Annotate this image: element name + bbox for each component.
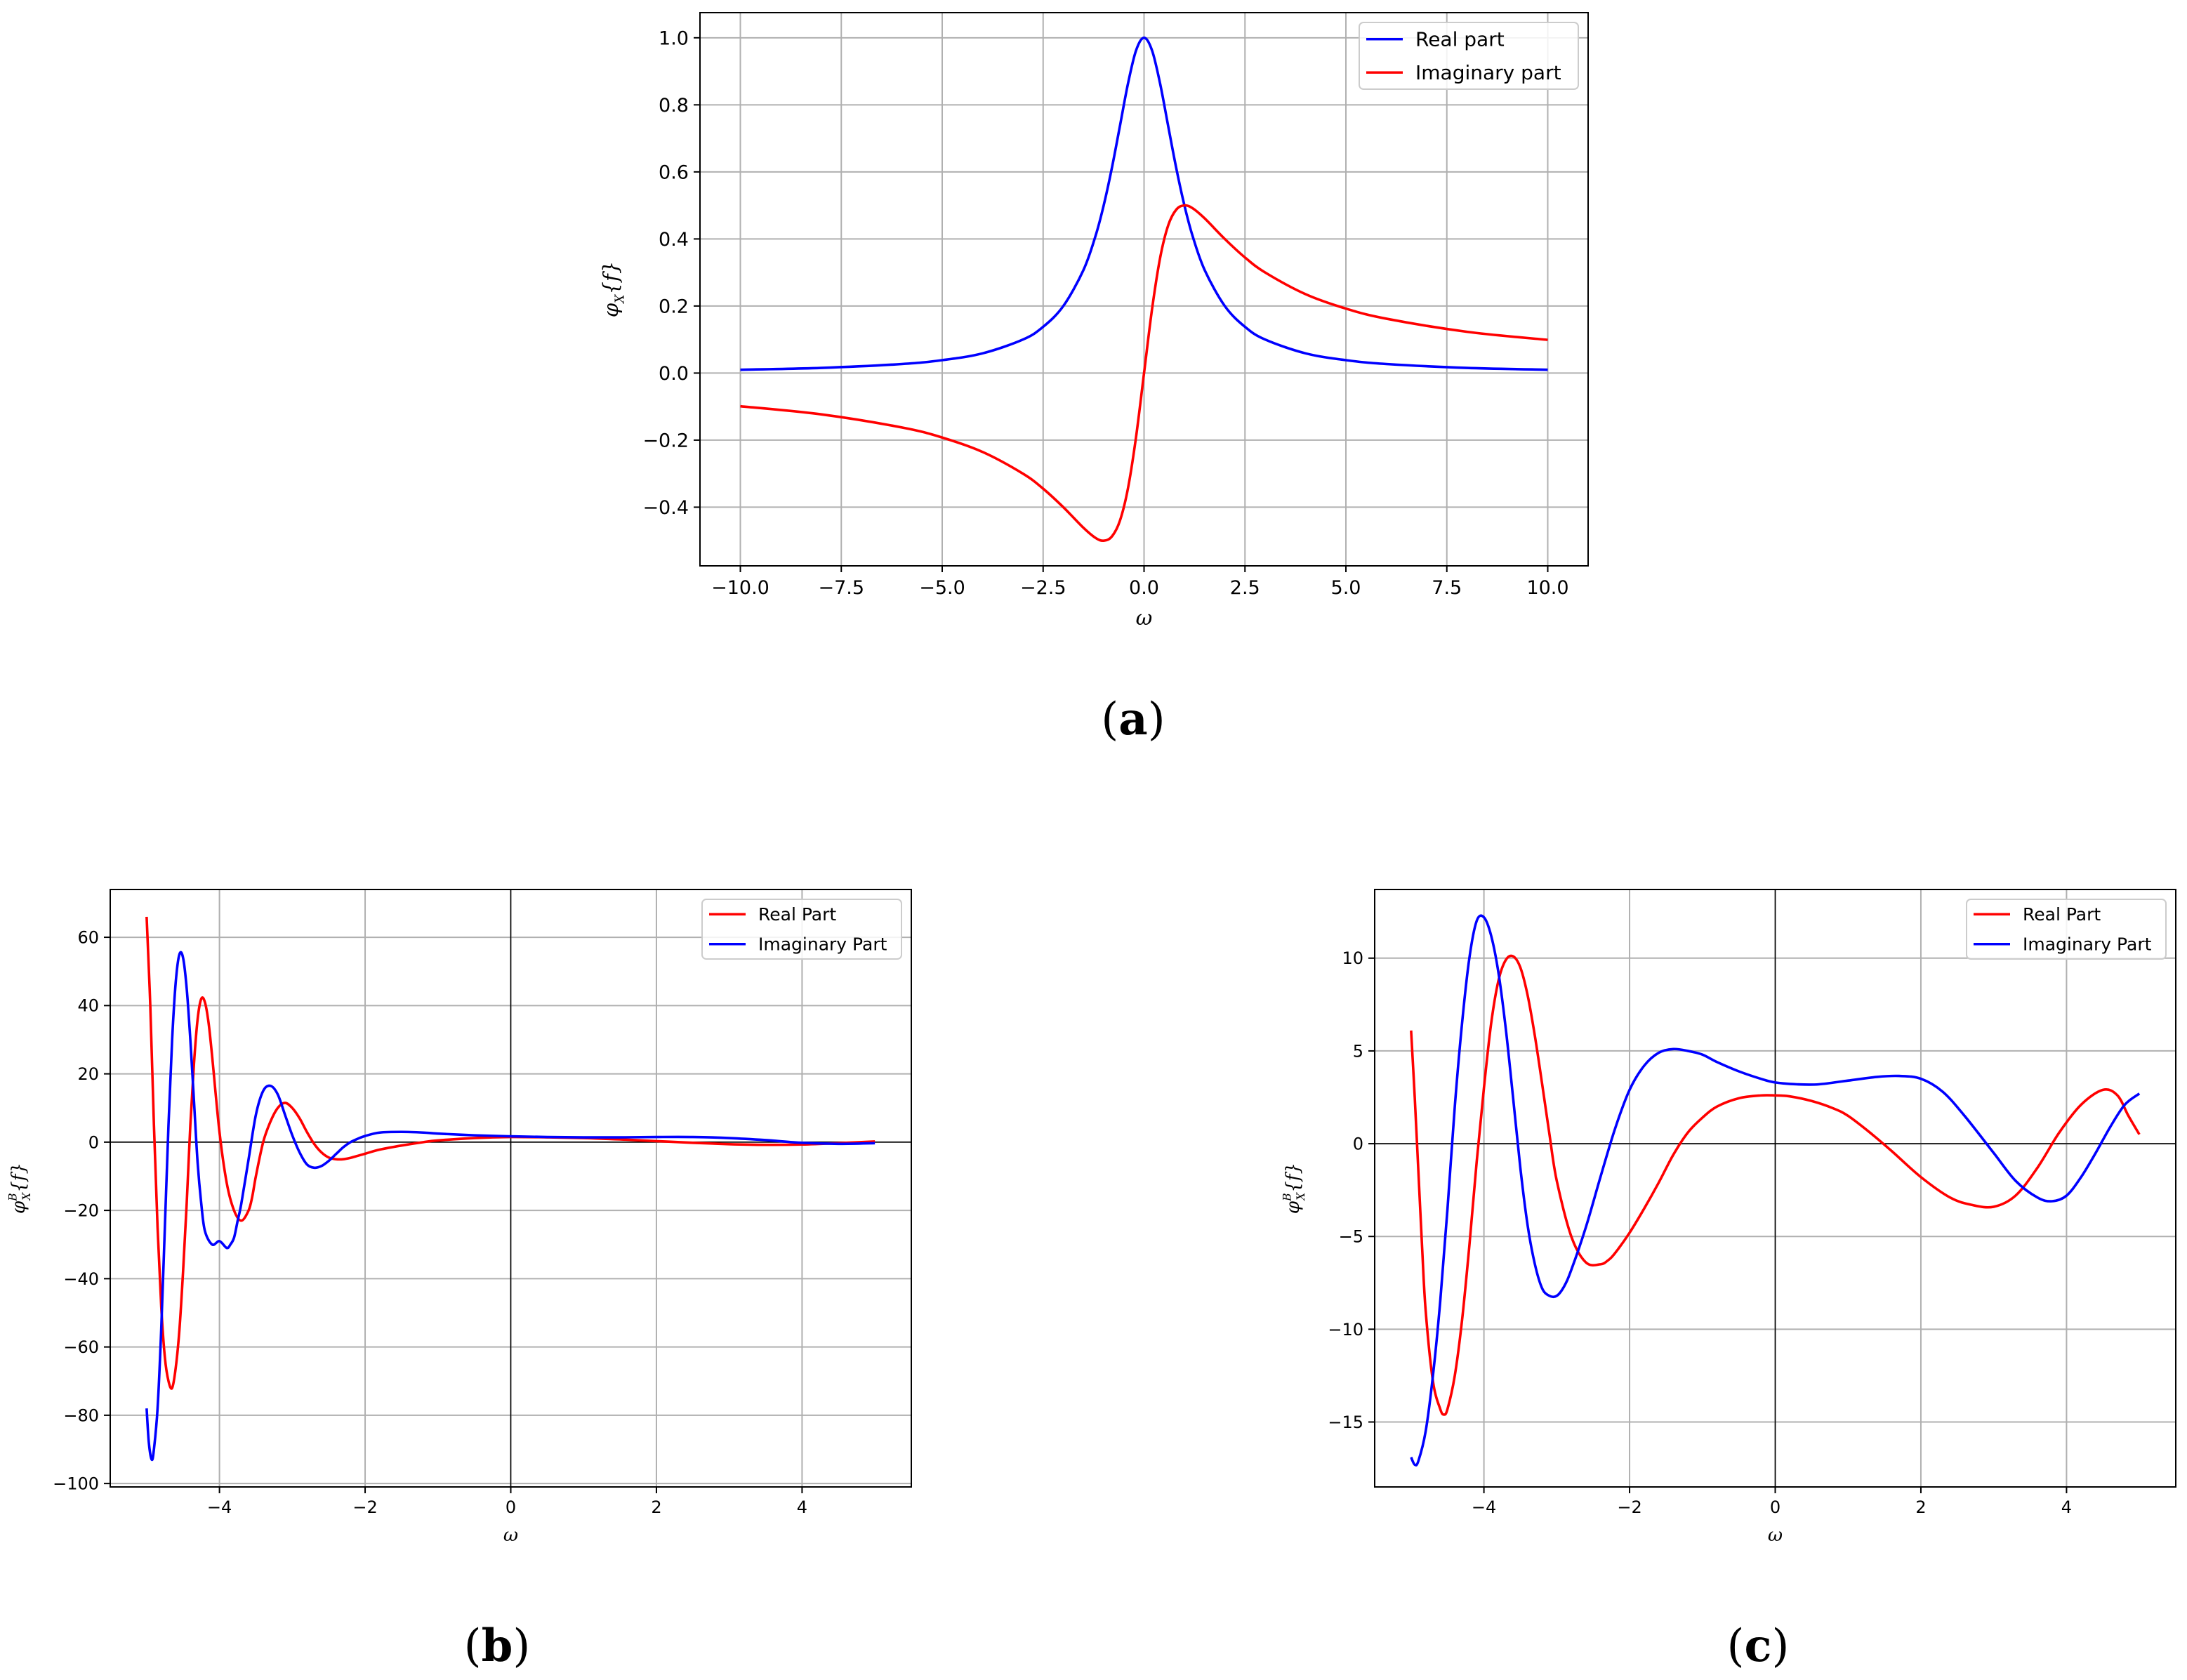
y-axis-title-sup: B — [6, 1193, 19, 1201]
x-tick-label: 2.5 — [1230, 577, 1260, 599]
y-axis-title-sub: X — [614, 294, 628, 305]
x-tick-label: 4 — [2061, 1497, 2072, 1517]
series-line-real-part — [740, 37, 1548, 371]
y-tick-label: −20 — [63, 1201, 99, 1221]
x-tick-label: 10.0 — [1526, 577, 1568, 599]
y-tick-label: −60 — [63, 1337, 99, 1357]
panel-label-b: (b) — [464, 1620, 531, 1672]
y-tick-label: −15 — [1328, 1413, 1363, 1432]
y-axis-title: φBX{f} — [6, 1163, 33, 1214]
y-tick-label: −0.2 — [642, 430, 689, 451]
series-line-imaginary-part — [1410, 914, 2141, 1467]
x-tick-label: 4 — [797, 1497, 807, 1517]
x-tick-label: 2 — [1915, 1497, 1926, 1517]
y-axis-title-rest: {f} — [599, 261, 623, 295]
y-tick-label: −5 — [1339, 1227, 1363, 1247]
y-tick-label: 60 — [77, 927, 99, 947]
x-tick-label: −4 — [207, 1497, 232, 1517]
chart-a: −10.0 −7.5 −5.0 −2.5 0.0 2.5 5.0 7.5 10.0 −0.4 −0.… — [599, 12, 1589, 630]
x-tick-label: −4 — [1472, 1497, 1496, 1517]
panel-label-c: (c) — [1727, 1620, 1790, 1672]
y-axis-title-main: φ — [1283, 1201, 1304, 1214]
y-tick-label: −40 — [63, 1269, 99, 1289]
y-axis-title-sub: X — [20, 1192, 33, 1201]
y-axis-title: φX{f} — [599, 261, 628, 317]
chart-c: −4 −2 0 2 4 −15 −10 −5 0 5 10 ω φBX{f} Real Part Imagi… — [1281, 889, 2176, 1546]
y-tick-label: 5 — [1353, 1041, 1363, 1061]
x-axis-title: ω — [1768, 1525, 1783, 1546]
y-tick-label: 20 — [77, 1064, 99, 1084]
x-tick-label: 2 — [651, 1497, 661, 1517]
legend-box — [701, 899, 902, 960]
series-line-real-part — [1410, 954, 2141, 1416]
x-tick-label: −7.5 — [818, 577, 864, 599]
chart-b: −4 −2 0 2 4−100−80−60−40−200204060ωφBX{f}Rea… — [6, 889, 912, 1546]
legend-label: Real Part — [758, 904, 836, 925]
x-tick-label: −2 — [1617, 1497, 1641, 1517]
x-tick-label: 0 — [1770, 1497, 1780, 1517]
series-line-imaginary-part — [740, 204, 1548, 543]
y-tick-label: 0 — [1353, 1134, 1363, 1153]
y-tick-label: 0 — [88, 1132, 99, 1152]
legend-label: Real part — [1415, 28, 1505, 51]
panel-letter-a: a — [1118, 693, 1147, 746]
x-tick-label: −5.0 — [919, 577, 965, 599]
legend-label: Imaginary Part — [758, 934, 887, 955]
y-axis-title-sup: B — [1281, 1193, 1293, 1201]
x-tick-label: −2 — [352, 1497, 377, 1517]
y-tick-label: 0.6 — [659, 161, 689, 183]
x-tick-label: 0.0 — [1129, 577, 1159, 599]
y-tick-label: 0.2 — [659, 296, 689, 317]
y-axis-title-main: φ — [599, 303, 623, 317]
y-tick-label: 1.0 — [659, 27, 689, 49]
y-tick-label: −100 — [53, 1474, 99, 1494]
legend-label: Real Part — [2023, 904, 2101, 925]
x-axis-title: ω — [503, 1525, 518, 1546]
y-tick-label: 0.8 — [659, 95, 689, 117]
x-tick-label: 7.5 — [1432, 577, 1462, 599]
y-tick-label: 40 — [77, 996, 99, 1016]
panel-letter-b: b — [482, 1620, 513, 1672]
legend-box — [1359, 22, 1579, 90]
y-axis-title-sub: X — [1295, 1192, 1307, 1201]
y-axis-title-rest: {f} — [1283, 1163, 1304, 1193]
legend-label: Imaginary Part — [2023, 934, 2152, 955]
y-tick-label: −10 — [1328, 1320, 1363, 1340]
y-tick-label: −80 — [63, 1405, 99, 1425]
y-axis-title: φBX{f} — [1281, 1163, 1307, 1214]
panel-letter-c: c — [1745, 1620, 1772, 1672]
y-tick-label: 10 — [1342, 948, 1363, 968]
legend-box — [1966, 899, 2167, 960]
x-tick-label: 0 — [506, 1497, 516, 1517]
y-tick-label: −0.4 — [642, 497, 689, 519]
x-axis-title: ω — [1136, 606, 1153, 630]
y-tick-label: 0.0 — [659, 363, 689, 385]
legend-label: Imaginary part — [1415, 61, 1561, 84]
x-tick-label: −10.0 — [711, 577, 769, 599]
y-axis-title-main: φ — [8, 1201, 29, 1214]
x-tick-label: 5.0 — [1331, 577, 1361, 599]
panel-label-a: (a) — [1101, 693, 1165, 746]
x-tick-label: −2.5 — [1020, 577, 1066, 599]
y-tick-label: 0.4 — [659, 229, 689, 251]
y-axis-title-rest: {f} — [8, 1163, 29, 1193]
series-line-imaginary-part — [145, 951, 876, 1462]
